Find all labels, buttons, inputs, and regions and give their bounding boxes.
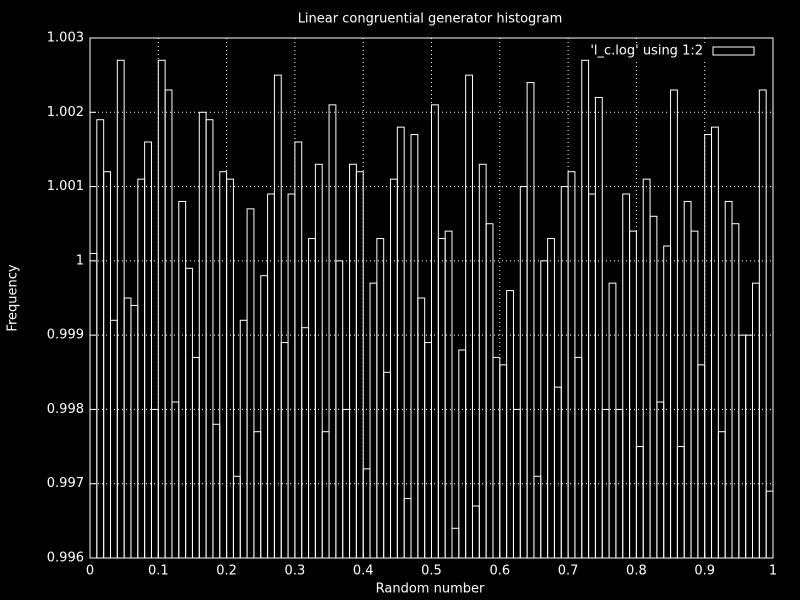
chart-title: Linear congruential generator histogram (298, 12, 563, 27)
x-tick-label: 0.8 (626, 564, 647, 579)
x-tick-label: 0.1 (148, 564, 169, 579)
y-axis-label: Frequency (6, 264, 21, 331)
x-tick-label: 0.6 (489, 564, 510, 579)
x-tick-label: 0.9 (694, 564, 715, 579)
y-tick-label: 0.999 (47, 328, 84, 343)
x-tick-label: 0.4 (353, 564, 374, 579)
y-tick-label: 1.002 (47, 105, 84, 120)
legend-label: 'l_c.log' using 1:2 (590, 44, 703, 59)
x-tick-label: 1 (769, 564, 777, 579)
y-tick-label: 1.003 (47, 31, 84, 46)
y-tick-label: 0.996 (47, 551, 84, 566)
plot-frame (89, 37, 774, 559)
y-tick-label: 0.997 (47, 476, 84, 491)
x-tick-label: 0.5 (421, 564, 442, 579)
legend-swatch (712, 46, 755, 56)
x-tick-label: 0.7 (558, 564, 579, 579)
x-tick-label: 0.3 (285, 564, 306, 579)
y-tick-label: 1.001 (47, 179, 84, 194)
y-tick-label: 1 (76, 253, 84, 268)
x-tick-label: 0 (86, 564, 94, 579)
x-axis-label: Random number (376, 582, 485, 597)
x-tick-label: 0.2 (216, 564, 237, 579)
y-tick-label: 0.998 (47, 402, 84, 417)
